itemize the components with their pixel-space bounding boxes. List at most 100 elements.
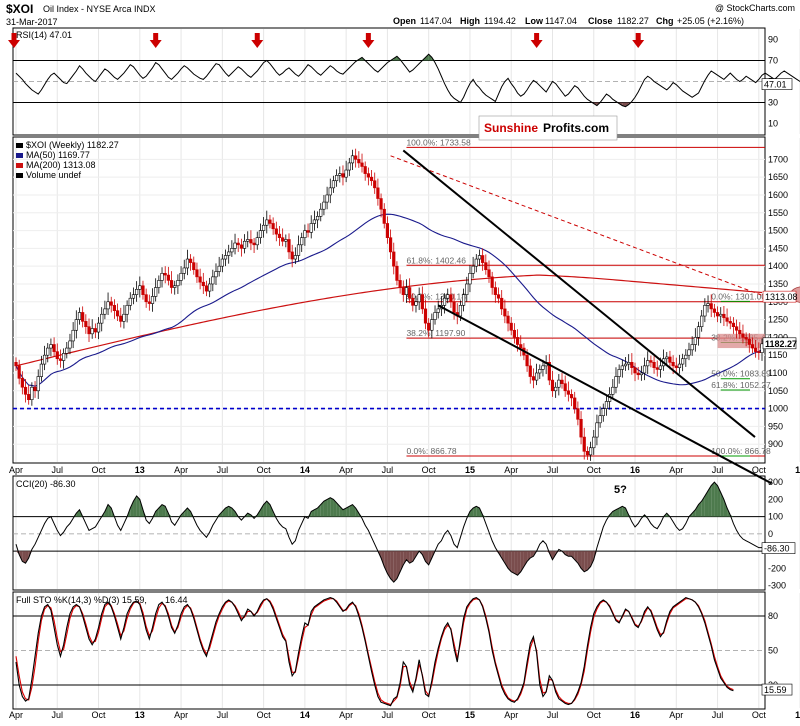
cci-positive-fill [260, 504, 264, 517]
candle-body [598, 415, 602, 424]
cci-positive-fill [358, 513, 363, 517]
cci-last-box [761, 542, 796, 554]
candle-body [106, 301, 110, 310]
candle-body [90, 328, 94, 335]
candle-body [503, 308, 507, 317]
price-panel [12, 136, 766, 464]
price-tick-label: 900 [768, 439, 783, 449]
candle-body [65, 347, 69, 354]
candle-body [42, 354, 47, 365]
rsi-last-value: 47.01 [764, 80, 787, 90]
credit-label: @ StockCharts.com [715, 3, 795, 13]
candle-body [141, 285, 145, 295]
legend-entry: $XOI (Weekly) 1182.27 [26, 140, 119, 150]
x-tick-label-bottom: Oct [92, 710, 107, 720]
candle-body [77, 312, 82, 320]
candle-body [354, 155, 358, 160]
cci-tick-label: 100 [768, 512, 783, 522]
candle-body [131, 294, 136, 299]
legend-swatch [16, 163, 23, 168]
rsi-sell-arrow-stem [153, 33, 159, 40]
candle-body [709, 303, 713, 310]
cci-negative-fill [587, 551, 591, 571]
candle-body [744, 337, 748, 340]
candle-body [335, 175, 339, 182]
candle-body [74, 319, 78, 331]
candle-body [547, 362, 551, 381]
candle-body [474, 258, 478, 267]
price-tick-label: 1000 [768, 404, 788, 414]
candle-body [36, 376, 40, 392]
candle-body [49, 344, 53, 349]
candle-body [58, 358, 63, 361]
candle-body [681, 358, 685, 365]
rsi-sell-arrow [8, 40, 20, 48]
candle-body [512, 329, 516, 338]
fib-label-upper: 38.2%: 1197.90 [406, 328, 465, 338]
candle-body [446, 294, 450, 299]
dashed-resistance-line [390, 155, 766, 297]
cci-negative-fill [517, 551, 521, 576]
candle-body [465, 283, 469, 295]
cci-last-value: -86.30 [764, 544, 790, 554]
watermark-part1: Sunshine [484, 121, 538, 135]
cci-positive-fill [152, 511, 156, 517]
candle-body [557, 379, 561, 388]
candle-body [722, 313, 726, 319]
candle-body [274, 228, 278, 235]
candle-body [731, 322, 736, 328]
candle-body [757, 351, 761, 353]
rsi-sell-arrow-stem [635, 33, 641, 40]
cci-negative-fill [25, 551, 29, 564]
candle-body [357, 159, 361, 164]
candle-body [592, 436, 596, 449]
candle-body [201, 281, 205, 287]
candle-body [379, 198, 383, 210]
x-tick-label-bottom: Oct [257, 710, 272, 720]
x-tick-label-price: Apr [339, 465, 353, 475]
candle-body [649, 360, 653, 363]
date-label: 31-Mar-2017 [6, 17, 58, 27]
cci-negative-fill [425, 551, 429, 565]
candle-body [385, 223, 390, 238]
x-tick-label-price: Oct [752, 465, 767, 475]
x-axis-labels: Apr Apr Jul Jul Oct Oct 13 13 Apr Apr Jul Jul Oct Oct… [9, 465, 800, 720]
cci-negative-fill [390, 551, 394, 583]
candle-body [169, 280, 174, 288]
candle-body [87, 326, 91, 335]
symbol-title: $XOI [6, 2, 33, 16]
sto-title: Full STO %K(14,3) %D(3) 15.59, [16, 595, 147, 605]
candle-body [712, 308, 716, 313]
fib-label-upper: 61.8%: 1402.46 [406, 255, 466, 265]
ohlc-low-label: Low [525, 16, 544, 26]
candle-body [154, 287, 158, 297]
price-chart: 1700165016001550150014501400135013001250… [13, 137, 800, 485]
cci-negative-fill [393, 551, 397, 583]
candle-body [623, 363, 628, 367]
candle-body [636, 372, 640, 376]
candle-body [671, 362, 675, 367]
candle-body [611, 386, 615, 395]
candle-body [223, 255, 228, 260]
cci-positive-fill [184, 508, 188, 517]
channel-lower-line [437, 304, 772, 485]
candle-body [588, 447, 593, 456]
cci-positive-fill [263, 501, 267, 517]
candle-body [350, 155, 355, 164]
candle-body [604, 401, 609, 409]
price-tick-label: 1550 [768, 208, 788, 218]
cci-negative-fill [581, 551, 585, 572]
cci-positive-fill [104, 504, 109, 517]
sto-d-value: 16.44 [165, 595, 188, 605]
x-tick-label-price: Jul [547, 465, 559, 475]
cci-positive-fill [339, 506, 343, 517]
candle-body [68, 340, 72, 349]
fib-label-upper: 100.0%: 1733.58 [406, 137, 471, 147]
x-tick-label-price: Oct [422, 465, 437, 475]
candle-body [93, 328, 97, 333]
candle-body [471, 265, 475, 274]
cci-positive-fill [717, 485, 721, 517]
x-tick-label-price: 14 [300, 465, 310, 475]
candle-body [554, 386, 558, 392]
